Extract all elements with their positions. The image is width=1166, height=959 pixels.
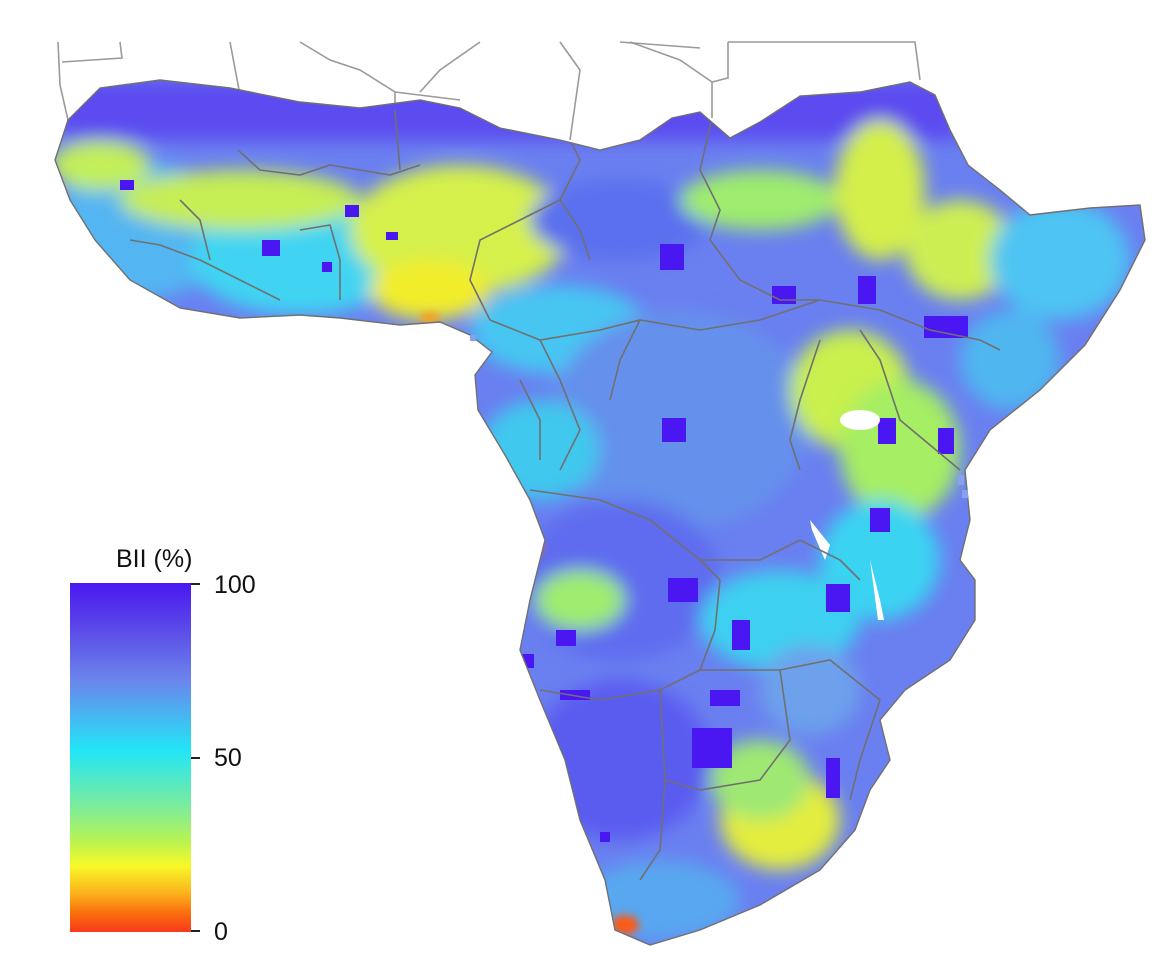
- country-borders: [129, 109, 1001, 881]
- legend-label-0: 0: [214, 918, 228, 946]
- protected-areas: [120, 180, 968, 842]
- legend-tick-50: [191, 757, 200, 759]
- legend-label-50: 50: [214, 744, 242, 772]
- legend-tick-100: [191, 583, 200, 585]
- bii-legend: BII (%) 100 50 0: [70, 545, 270, 945]
- legend-color-bar: [70, 583, 191, 932]
- north-africa-borders: [57, 41, 921, 151]
- legend-label-100: 100: [214, 571, 256, 599]
- legend-tick-0: [191, 930, 200, 932]
- legend-title: BII (%): [116, 545, 193, 573]
